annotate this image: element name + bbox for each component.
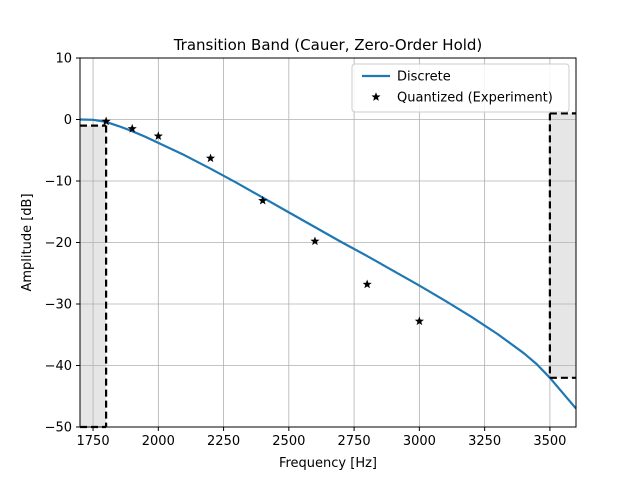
data-point-star: [153, 131, 163, 140]
series-markers: [101, 116, 424, 326]
chart-title: Transition Band (Cauer, Zero-Order Hold): [173, 36, 483, 54]
legend-box: [351, 63, 570, 113]
y-tick-label: −20: [45, 236, 72, 251]
legend-star-swatch: [371, 92, 381, 101]
x-tick-label: 2500: [272, 434, 305, 449]
y-tick-label: −40: [45, 359, 72, 374]
y-tick-label: −10: [45, 175, 72, 190]
series-line-0: [79, 118, 577, 410]
x-tick-label: 1750: [77, 434, 110, 449]
x-tick-label: 3250: [468, 434, 501, 449]
y-tick-label: 10: [55, 52, 72, 67]
data-point-star: [310, 236, 320, 246]
y-tick-label: 0: [64, 113, 72, 128]
x-tick-label: 2250: [207, 434, 240, 449]
x-axis-ticks: 1750 2000 2250 2500 2750 3000 3250 3500: [77, 427, 566, 449]
x-tick-label: 2000: [142, 434, 175, 449]
series-lines: [79, 118, 577, 410]
data-point-star: [362, 279, 372, 289]
x-axis-label: Frequency [Hz]: [279, 456, 377, 471]
data-point-star: [414, 316, 424, 326]
y-axis-ticks: 10 0 −10 −20 −30 −40 −50: [45, 52, 80, 436]
y-tick-label: −50: [45, 421, 72, 436]
y-axis-label: Amplitude [dB]: [20, 193, 35, 291]
legend-entry-label: Discrete: [397, 70, 451, 85]
data-point-star: [127, 123, 137, 133]
spec-region-1: [549, 113, 576, 378]
x-tick-label: 3000: [403, 434, 436, 449]
data-point-star: [258, 195, 268, 205]
legend: Discrete Quantized (Experiment): [351, 63, 570, 113]
x-tick-label: 2750: [338, 434, 371, 449]
legend-entry-label: Quantized (Experiment): [397, 91, 553, 106]
data-point-star: [205, 153, 216, 163]
data-point-star: [101, 116, 111, 126]
x-tick-label: 3500: [533, 434, 566, 449]
y-tick-label: −30: [45, 298, 72, 313]
